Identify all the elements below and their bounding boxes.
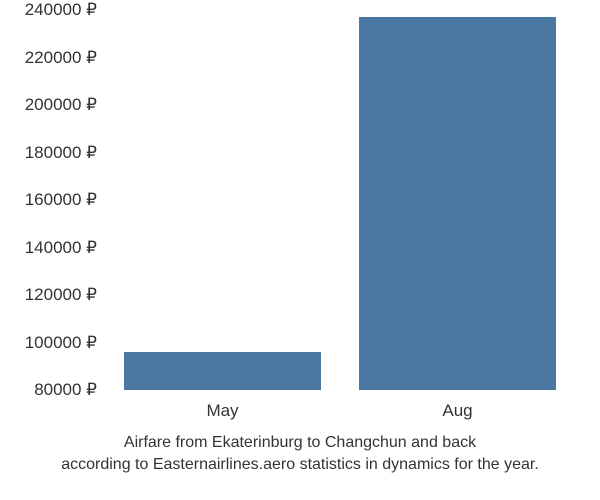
bar bbox=[359, 17, 556, 390]
y-tick-label: 80000 ₽ bbox=[34, 380, 97, 400]
caption-line-1: Airfare from Ekaterinburg to Changchun a… bbox=[124, 434, 476, 451]
y-axis: 80000 ₽100000 ₽120000 ₽140000 ₽160000 ₽1… bbox=[0, 10, 105, 390]
caption-line-2: according to Easternairlines.aero statis… bbox=[61, 456, 539, 473]
airfare-bar-chart: 80000 ₽ 100000 ₽ 120000 ₽ 140000 ₽ 160000 ₽ 1… bbox=[0, 0, 600, 500]
y-tick-label: 200000 ₽ bbox=[25, 95, 97, 115]
y-tick-label: 180000 ₽ bbox=[25, 143, 97, 163]
y-tick-label: 220000 ₽ bbox=[25, 48, 97, 68]
y-tick-label: 140000 ₽ bbox=[25, 238, 97, 258]
x-tick-label: May bbox=[206, 401, 238, 421]
bar bbox=[124, 352, 321, 390]
y-tick-label: 100000 ₽ bbox=[25, 333, 97, 353]
x-tick-label: Aug bbox=[442, 401, 472, 421]
x-axis: May Aug bbox=[105, 395, 575, 425]
y-tick-label: 160000 ₽ bbox=[25, 190, 97, 210]
plot-area bbox=[105, 10, 575, 390]
chart-caption: Airfare from Ekaterinburg to Changchun a… bbox=[0, 432, 600, 475]
y-tick-label: 120000 ₽ bbox=[25, 285, 97, 305]
y-tick-label: 240000 ₽ bbox=[25, 0, 97, 20]
